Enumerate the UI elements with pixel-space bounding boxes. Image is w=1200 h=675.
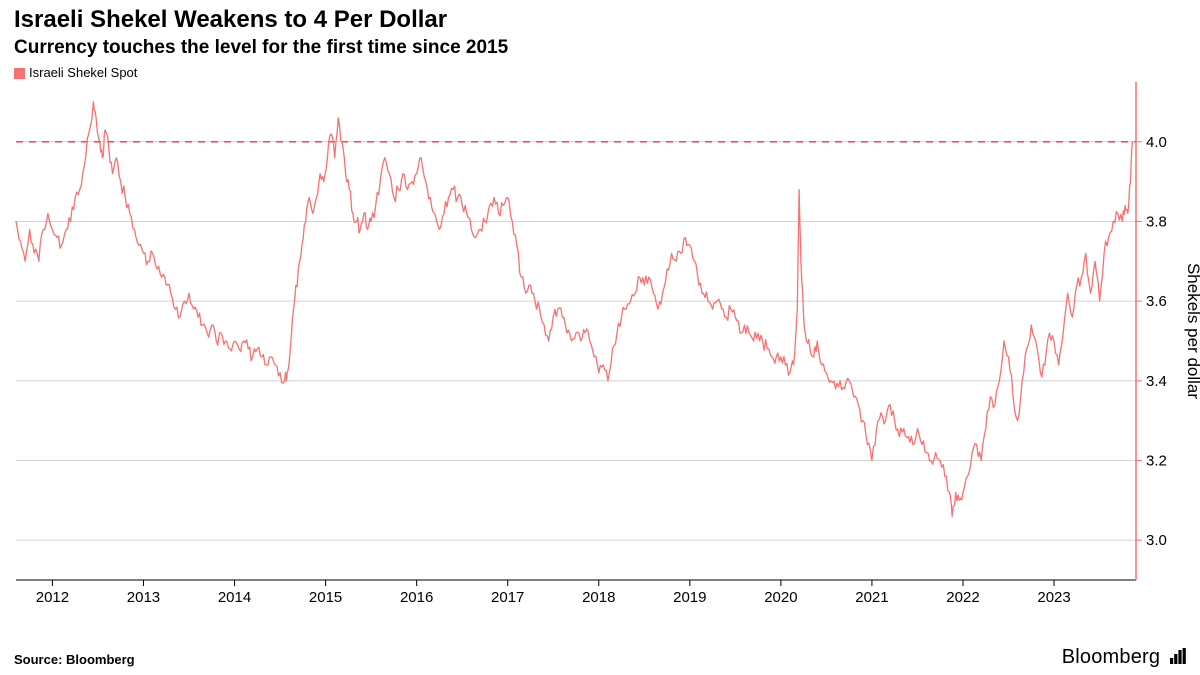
chart-area: 3.0 3.2 3.4 3.6 3.8 4.0 2012 2013 2014 2015 2016 20… [0, 82, 1200, 606]
line-chart: 3.0 3.2 3.4 3.6 3.8 4.0 2012 2013 2014 2015 2016 20… [0, 82, 1200, 606]
svg-text:2022: 2022 [946, 589, 979, 606]
legend: Israeli Shekel Spot [0, 65, 1200, 82]
bloomberg-icon [1170, 648, 1186, 664]
svg-text:2018: 2018 [582, 589, 615, 606]
legend-label: Israeli Shekel Spot [29, 65, 137, 80]
svg-text:2016: 2016 [400, 589, 433, 606]
chart-subtitle: Currency touches the level for the first… [14, 37, 1186, 59]
svg-text:3.6: 3.6 [1146, 293, 1167, 310]
brand-label: Bloomberg [1062, 646, 1186, 669]
svg-text:3.8: 3.8 [1146, 213, 1167, 230]
svg-text:2017: 2017 [491, 589, 524, 606]
svg-text:2015: 2015 [309, 589, 342, 606]
svg-text:2019: 2019 [673, 589, 706, 606]
svg-text:2021: 2021 [855, 589, 888, 606]
legend-swatch [14, 68, 25, 79]
svg-text:2012: 2012 [36, 589, 69, 606]
svg-text:Shekels per dollar: Shekels per dollar [1184, 263, 1200, 399]
svg-text:2023: 2023 [1037, 589, 1070, 606]
svg-text:2013: 2013 [127, 589, 160, 606]
svg-text:3.0: 3.0 [1146, 532, 1167, 549]
svg-text:4.0: 4.0 [1146, 134, 1167, 151]
svg-text:3.4: 3.4 [1146, 373, 1167, 390]
svg-text:3.2: 3.2 [1146, 452, 1167, 469]
svg-text:2014: 2014 [218, 589, 251, 606]
svg-text:2020: 2020 [764, 589, 797, 606]
source-line: Source: Bloomberg [14, 652, 135, 667]
chart-title: Israeli Shekel Weakens to 4 Per Dollar [14, 6, 1186, 35]
